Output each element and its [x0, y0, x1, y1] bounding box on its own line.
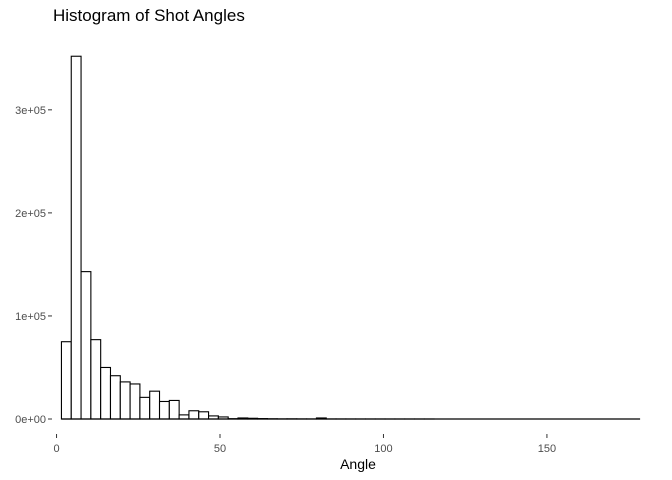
histogram-bar	[90, 339, 102, 420]
histogram-bar	[139, 396, 151, 420]
histogram-bar	[80, 271, 92, 420]
x-axis-title: Angle	[340, 456, 376, 472]
chart-title: Histogram of Shot Angles	[53, 6, 245, 25]
y-tick-label: 1e+05	[15, 311, 46, 323]
y-tick-label: 3e+05	[15, 105, 46, 117]
histogram-bar	[60, 341, 72, 420]
y-tick-label: 2e+05	[15, 208, 46, 220]
histogram-bar	[188, 410, 200, 420]
histogram-bar	[70, 55, 82, 420]
x-tick-label: 0	[53, 443, 59, 455]
x-tick-label: 50	[214, 443, 226, 455]
histogram-bar	[100, 366, 112, 420]
histogram-bar	[119, 381, 131, 420]
y-tick-label: 0e+00	[15, 414, 46, 426]
histogram-bar	[168, 399, 180, 420]
x-tick-label: 150	[538, 443, 556, 455]
histogram-bar	[109, 375, 121, 420]
histogram-bar	[149, 390, 161, 420]
y-axis: 0e+00 1e+05 2e+05 3e+05	[15, 105, 52, 426]
histogram-bar	[158, 400, 170, 420]
bars-group	[60, 55, 435, 420]
histogram-bar	[129, 383, 141, 420]
x-tick-label: 100	[374, 443, 392, 455]
histogram-bar	[198, 411, 210, 420]
x-axis: 0 50 100 150	[53, 434, 556, 455]
